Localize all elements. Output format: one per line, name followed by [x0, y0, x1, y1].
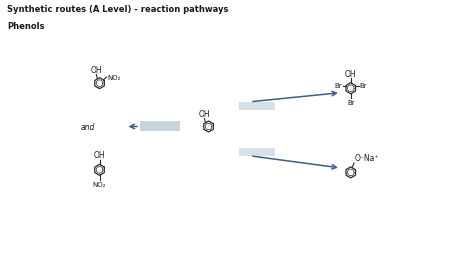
Text: Br: Br	[347, 100, 355, 106]
Text: Phenols: Phenols	[7, 22, 45, 31]
Text: NO₂: NO₂	[107, 74, 121, 81]
FancyBboxPatch shape	[239, 148, 275, 156]
Text: and: and	[81, 122, 95, 132]
FancyBboxPatch shape	[140, 122, 180, 132]
FancyBboxPatch shape	[239, 102, 275, 110]
Text: Br: Br	[360, 83, 367, 89]
Text: OH: OH	[94, 151, 105, 160]
Text: Br: Br	[334, 83, 342, 89]
Text: Synthetic routes (A Level) - reaction pathways: Synthetic routes (A Level) - reaction pa…	[7, 5, 228, 14]
Text: OH: OH	[345, 69, 356, 78]
Text: OH: OH	[198, 109, 210, 118]
Text: NO₂: NO₂	[93, 181, 106, 187]
Text: O⁻Na⁺: O⁻Na⁺	[355, 154, 379, 163]
Text: OH: OH	[90, 65, 102, 74]
